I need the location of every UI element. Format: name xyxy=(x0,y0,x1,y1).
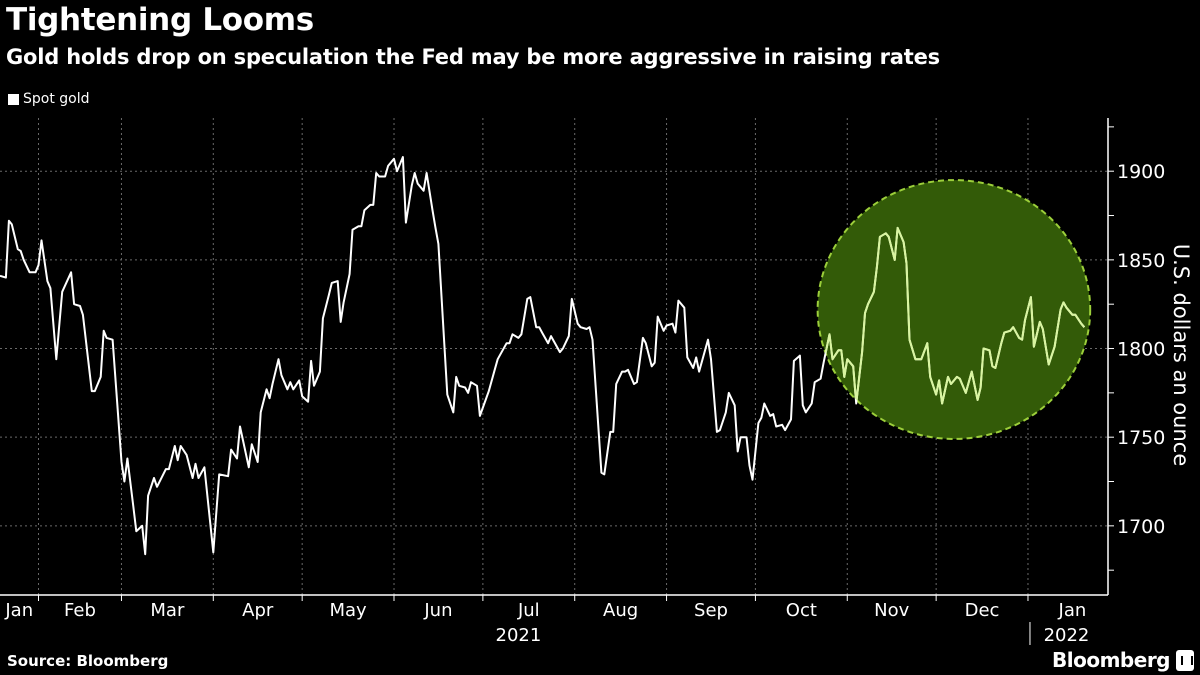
series-line-spot-gold-highlighted xyxy=(817,180,1086,439)
bloomberg-logo: Bloomberg xyxy=(1052,648,1170,672)
legend-label-spot-gold: Spot gold xyxy=(23,91,90,107)
x-tick-label: Jun xyxy=(423,600,452,621)
x-tick-label: Sep xyxy=(694,600,728,621)
x-tick-label: May xyxy=(329,600,367,621)
y-tick-label: 1750 xyxy=(1117,427,1165,449)
x-tick-label: Jul xyxy=(517,600,540,621)
y-tick-label: 1900 xyxy=(1117,161,1165,183)
x-year-label: 2022 xyxy=(1044,625,1090,646)
source-note: Source: Bloomberg xyxy=(7,652,169,670)
x-tick-label: Oct xyxy=(786,600,817,621)
x-year-label: 2021 xyxy=(496,625,542,646)
x-tick-label: Jan xyxy=(4,600,33,621)
y-tick-label: 1700 xyxy=(1117,516,1165,538)
chart-subtitle: Gold holds drop on speculation the Fed m… xyxy=(6,45,940,69)
legend: Spot gold xyxy=(8,91,90,107)
x-tick-label: Dec xyxy=(965,600,1000,621)
x-tick-label: Feb xyxy=(64,600,96,621)
x-tick-label: Nov xyxy=(874,600,909,621)
legend-swatch-spot-gold xyxy=(8,93,19,105)
x-tick-label: Mar xyxy=(150,600,185,621)
x-tick-label: Jan xyxy=(1058,600,1087,621)
chart-title: Tightening Looms xyxy=(6,2,314,38)
bloomberg-terminal-icon xyxy=(1176,650,1194,671)
y-tick-label: 1850 xyxy=(1117,250,1165,272)
x-tick-label: Aug xyxy=(603,600,638,621)
y-tick-label: 1800 xyxy=(1117,339,1165,361)
highlight-circle xyxy=(816,179,1092,440)
x-tick-label: Apr xyxy=(242,600,274,621)
axes: 1700 1750 1800 1850 1900 Jan Feb Mar Apr May Jun Ju… xyxy=(0,118,1165,646)
y-axis-title: U.S. dollars an ounce xyxy=(1169,244,1193,466)
